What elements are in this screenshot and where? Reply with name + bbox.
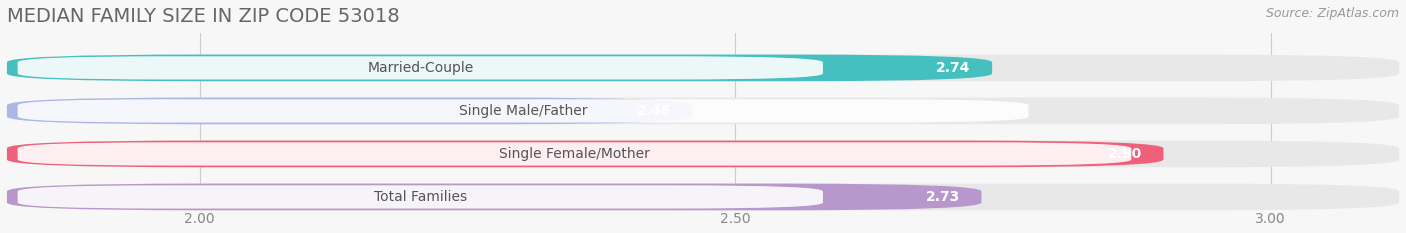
Text: Single Male/Father: Single Male/Father [458, 104, 588, 118]
FancyBboxPatch shape [7, 184, 1399, 210]
FancyBboxPatch shape [7, 98, 692, 124]
FancyBboxPatch shape [18, 185, 823, 209]
FancyBboxPatch shape [7, 140, 1399, 167]
Text: Total Families: Total Families [374, 190, 467, 204]
Text: 2.73: 2.73 [925, 190, 960, 204]
Text: MEDIAN FAMILY SIZE IN ZIP CODE 53018: MEDIAN FAMILY SIZE IN ZIP CODE 53018 [7, 7, 399, 26]
FancyBboxPatch shape [7, 55, 1399, 81]
Text: 2.90: 2.90 [1108, 147, 1142, 161]
FancyBboxPatch shape [7, 55, 993, 81]
FancyBboxPatch shape [7, 140, 1164, 167]
Text: Single Female/Mother: Single Female/Mother [499, 147, 650, 161]
Text: 2.74: 2.74 [936, 61, 970, 75]
Text: Married-Couple: Married-Couple [367, 61, 474, 75]
FancyBboxPatch shape [18, 99, 1029, 123]
Text: Source: ZipAtlas.com: Source: ZipAtlas.com [1265, 7, 1399, 20]
FancyBboxPatch shape [7, 98, 1399, 124]
FancyBboxPatch shape [18, 56, 823, 79]
FancyBboxPatch shape [18, 142, 1132, 165]
FancyBboxPatch shape [7, 184, 981, 210]
Text: 2.46: 2.46 [637, 104, 671, 118]
